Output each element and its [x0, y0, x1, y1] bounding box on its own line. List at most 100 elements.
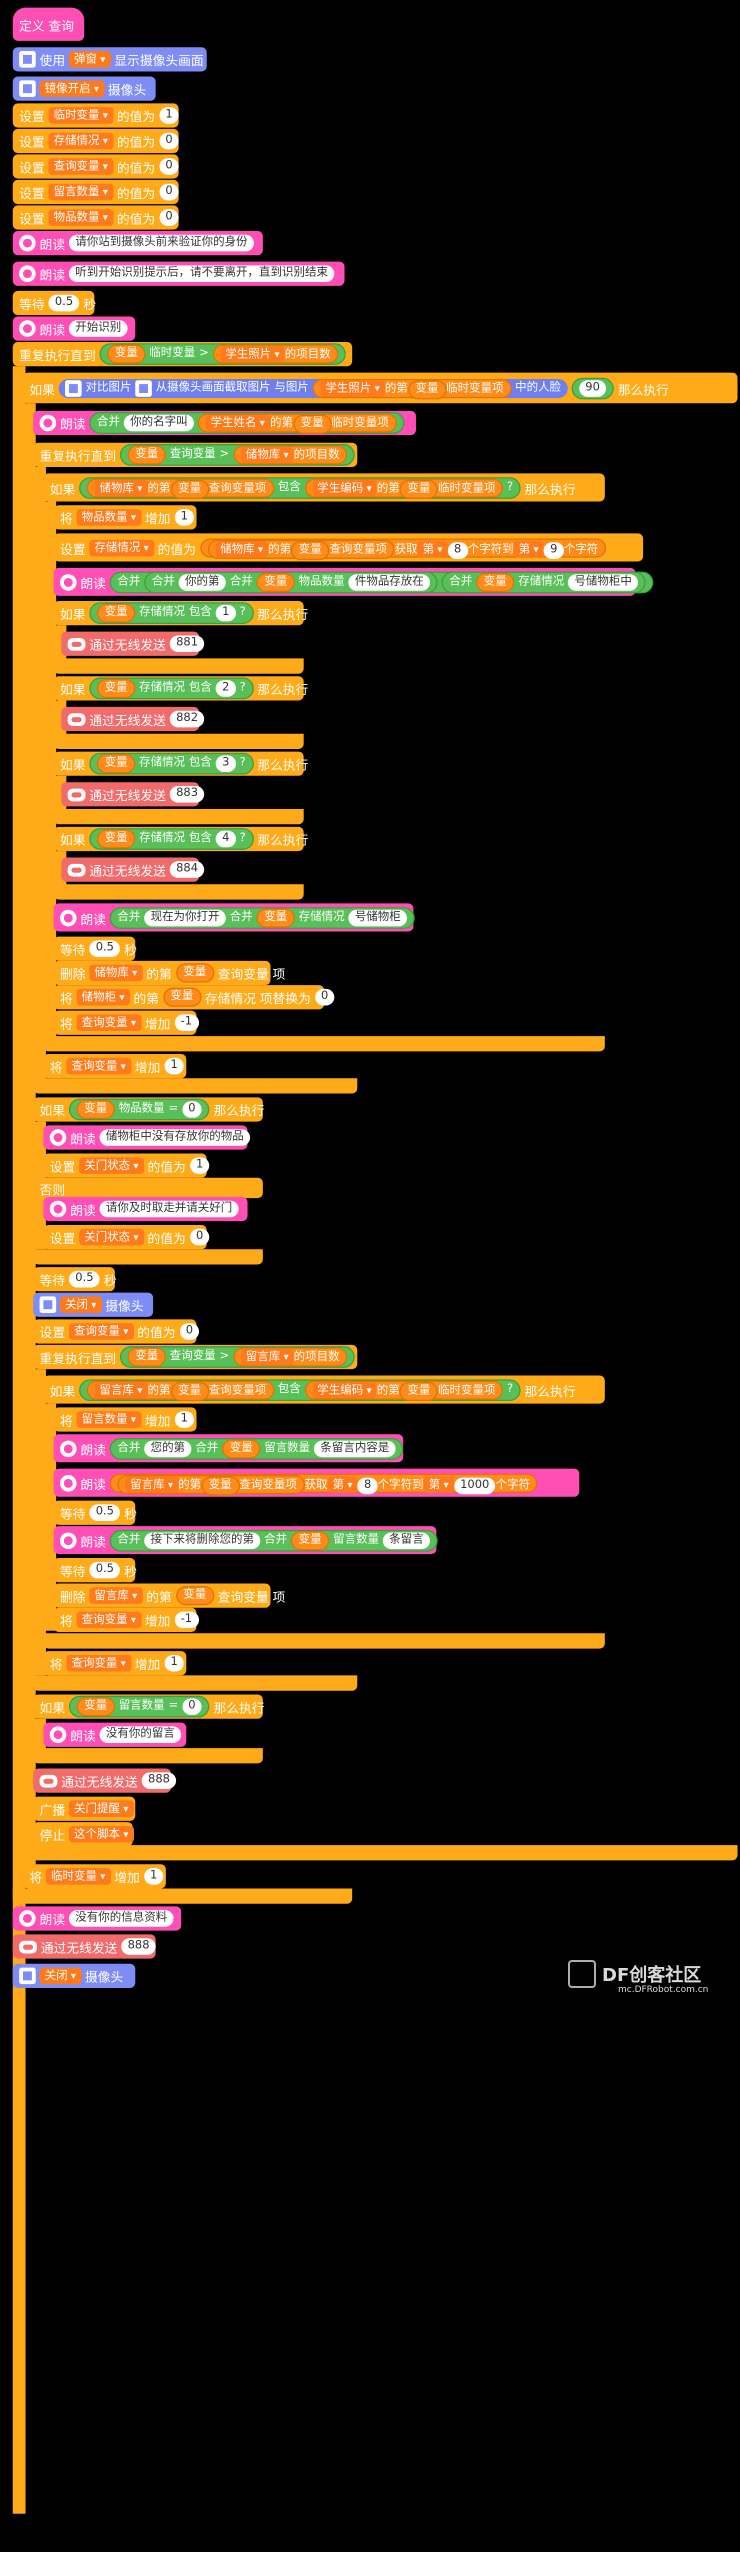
dropdown[interactable]: 第 — [417, 540, 448, 557]
dropdown[interactable]: 镜像开启 — [39, 80, 105, 97]
variable-dropdown[interactable]: 查询变量 — [76, 1014, 142, 1032]
list-dropdown[interactable]: 学生姓名 — [205, 414, 271, 432]
change-variable-block[interactable]: 将查询变量增加1 — [43, 1053, 187, 1079]
variable-reporter[interactable]: 变量 — [170, 1381, 209, 1401]
number-input[interactable]: 888 — [121, 1938, 156, 1955]
if-contains-block[interactable]: 如果 变量 存储情况 包含 2? 那么执行 — [53, 676, 308, 701]
variable-dropdown[interactable]: 存储情况 — [89, 539, 154, 556]
list-dropdown[interactable]: 留言库 — [94, 1381, 148, 1398]
text-input[interactable]: 1 — [215, 604, 236, 622]
list-length-reporter[interactable]: 留言库的项目数 — [232, 1347, 348, 1367]
variable-dropdown[interactable]: 查询变量 — [48, 158, 114, 175]
list-item-reporter[interactable]: 储物库的第变量查询变量项 — [86, 477, 274, 499]
contains-operator[interactable]: 变量 存储情况 包含 4? — [89, 828, 254, 850]
text-input[interactable]: 条留言内容是 — [313, 1439, 396, 1457]
join-operator[interactable]: 合并 合并 你的第 合并 变量 物品数量 件物品存放在 合并 变量 存储情况 号储物柜中 — [109, 571, 654, 593]
broadcast-block[interactable]: 广播 关门提醒 — [33, 1796, 136, 1821]
number-input[interactable]: 1 — [189, 1157, 210, 1174]
text-input[interactable]: 0 — [181, 1698, 203, 1715]
radio-send-block[interactable]: 通过无线发送 881 — [61, 631, 205, 656]
radio-send-block[interactable]: 通过无线发送 883 — [61, 782, 205, 807]
speak-block[interactable]: 朗读 合并 您的第 合并 变量 留言数量 条留言内容是 — [53, 1434, 404, 1463]
variable-dropdown[interactable]: 物品数量 — [76, 509, 142, 526]
variable-reporter[interactable]: 变量 — [96, 754, 136, 774]
speak-block[interactable]: 朗读 请你站到摄像头前来验证你的身份 — [12, 230, 263, 256]
variable-dropdown[interactable]: 关门状态 — [79, 1157, 144, 1174]
set-variable-block[interactable]: 设置存储情况的值为0 — [12, 128, 180, 154]
number-input[interactable]: 1 — [164, 1057, 185, 1075]
change-variable-block[interactable]: 将临时变量增加1 — [22, 1864, 166, 1889]
change-variable-block[interactable]: 将查询变量增加-1 — [53, 1607, 199, 1633]
variable-reporter[interactable]: 变量 — [222, 1438, 261, 1458]
number-input[interactable]: 1 — [174, 1411, 195, 1428]
set-variable-block[interactable]: 设置留言数量的值为0 — [12, 179, 180, 205]
number-input[interactable]: 0 — [158, 132, 180, 150]
list-dropdown[interactable]: 储物库 — [89, 964, 143, 982]
contains-operator[interactable]: 变量 存储情况 包含 3? — [89, 752, 254, 775]
radio-send-block[interactable]: 通过无线发送 888 — [33, 1768, 177, 1793]
variable-dropdown[interactable]: 存储情况 — [48, 132, 114, 150]
list-dropdown[interactable]: 储物库 — [215, 540, 269, 557]
join-operator[interactable]: 合并 您的第 合并 变量 留言数量 条留言内容是 — [109, 1437, 404, 1460]
stop-dropdown[interactable]: 这个脚本 — [68, 1825, 134, 1843]
dropdown[interactable]: 弹窗 — [68, 51, 111, 68]
list-dropdown[interactable]: 学生照片 — [220, 345, 285, 363]
join-operator[interactable]: 合并 你的第 合并 变量 物品数量 件物品存放在 — [144, 571, 438, 593]
text-input[interactable]: 您的第 — [144, 1439, 192, 1457]
list-dropdown[interactable]: 留言库 — [125, 1475, 179, 1493]
wait-block[interactable]: 等待 0.5 秒 — [12, 290, 96, 316]
list-item-reporter[interactable]: 学生编码的第变量临时变量项 — [304, 477, 504, 499]
variable-dropdown[interactable]: 查询变量 — [76, 1611, 142, 1629]
number-input[interactable]: 0.5 — [89, 940, 121, 957]
dropdown[interactable]: 关闭 — [59, 1296, 102, 1314]
speak-block[interactable]: 朗读 合并 合并 你的第 合并 变量 物品数量 件物品存放在 合并 变量 存储情况 号储物柜中 — [53, 567, 654, 596]
variable-reporter[interactable]: 变量 — [107, 344, 146, 364]
variable-reporter[interactable]: 变量 — [476, 572, 515, 592]
wait-block[interactable]: 等待 0.5 秒 — [33, 1267, 117, 1292]
speak-block[interactable]: 朗读 储物柜中没有存放你的物品 — [43, 1125, 251, 1150]
change-variable-block[interactable]: 将物品数量增加1 — [53, 505, 197, 530]
list-dropdown[interactable]: 学生照片 — [320, 379, 385, 397]
if-contains-block[interactable]: 如果储物库的第变量查询变量项包含学生编码的第变量临时变量项?那么执行 — [43, 473, 605, 502]
number-input[interactable]: 1 — [143, 1868, 164, 1885]
list-dropdown[interactable]: 留言库 — [89, 1587, 143, 1604]
variable-reporter[interactable]: 变量 — [399, 479, 439, 499]
dropdown[interactable]: 关闭 — [39, 1967, 82, 1985]
speak-block[interactable]: 朗读留言库的第变量查询变量项获取第8个字符到第1000个字符 — [53, 1468, 580, 1497]
text-input[interactable]: 3 — [215, 755, 236, 772]
change-variable-block[interactable]: 将查询变量增加-1 — [53, 1010, 199, 1035]
if-contains-block[interactable]: 如果 变量 存储情况 包含 3? 那么执行 — [53, 751, 308, 776]
list-item-reporter[interactable]: 学生姓名的第变量临时变量项 — [197, 413, 397, 434]
set-variable-block[interactable]: 设置临时变量的值为1 — [12, 103, 180, 128]
delete-list-item-block[interactable]: 删除留言库的第变量查询变量项 — [53, 1583, 285, 1608]
if-contains-block[interactable]: 如果留言库的第变量查询变量项包含学生编码的第变量临时变量项?那么执行 — [43, 1375, 605, 1404]
variable-reporter[interactable]: 变量 — [291, 540, 330, 560]
variable-dropdown[interactable]: 物品数量 — [48, 209, 114, 226]
speak-block[interactable]: 朗读 没有你的信息资料 — [12, 1906, 182, 1931]
compare-operator[interactable]: 90 — [571, 377, 614, 399]
substring-reporter[interactable]: 储物库的第变量查询变量项获取第8个字符到第9个字符 — [199, 537, 606, 560]
if-else-block[interactable]: 如果 变量 物品数量 = 0 那么执行 — [33, 1097, 265, 1122]
number-input[interactable]: 0 — [189, 1228, 210, 1246]
wait-block[interactable]: 等待 0.5 秒 — [53, 936, 137, 961]
list-item-reporter[interactable]: 留言库的第变量查询变量项 — [86, 1379, 274, 1401]
equals-operator[interactable]: 变量 物品数量 = 0 — [68, 1098, 210, 1121]
text-input[interactable]: 号储物柜 — [348, 909, 408, 926]
text-input[interactable]: 开始识别 — [68, 320, 128, 337]
list-item-reporter[interactable]: 学生编码的第变量临时变量项 — [304, 1379, 504, 1401]
number-input[interactable]: 9 — [543, 541, 564, 559]
text-input[interactable]: 号储物柜中 — [568, 573, 639, 591]
variable-reporter[interactable]: 变量 — [162, 987, 202, 1007]
variable-reporter[interactable]: 变量 — [76, 1099, 115, 1120]
text-input[interactable]: 2 — [215, 680, 236, 697]
variable-reporter[interactable]: 变量 — [407, 379, 447, 399]
variable-dropdown[interactable]: 留言数量 — [76, 1411, 142, 1428]
radio-send-block[interactable]: 通过无线发送 888 — [12, 1934, 156, 1959]
list-length-reporter[interactable]: 储物库的项目数 — [232, 445, 348, 465]
